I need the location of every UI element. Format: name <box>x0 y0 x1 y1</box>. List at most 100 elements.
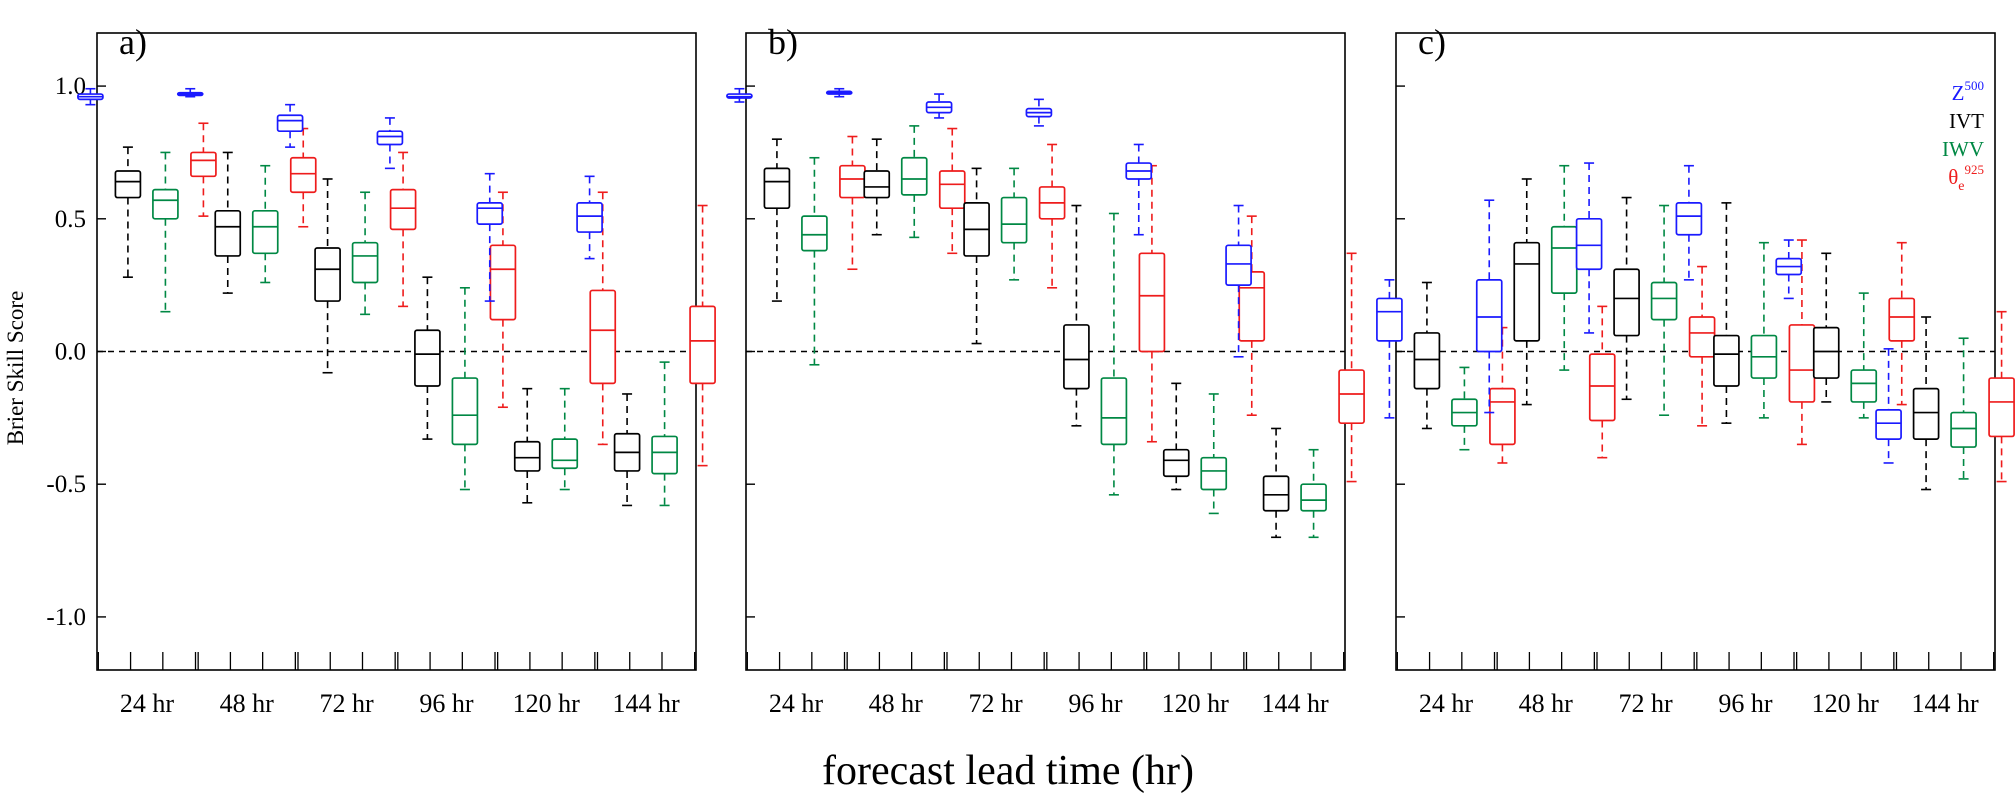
x-tick-label: 24 hr <box>769 689 824 718</box>
x-tick-label: 144 hr <box>1261 689 1329 718</box>
box-iqr <box>1988 377 2015 438</box>
box-iqr <box>389 188 417 231</box>
box-iqr <box>938 170 966 210</box>
box-iqr <box>476 202 504 225</box>
box-2-2-2 <box>863 138 891 236</box>
box-iqr <box>1413 332 1441 390</box>
box-iqr <box>1613 268 1640 337</box>
box-2-4-1 <box>1025 98 1053 127</box>
x-axis-title: forecast lead time (hr) <box>822 748 1194 794</box>
x-tick-label: 48 hr <box>1519 689 1574 718</box>
box-3-1-4 <box>1489 326 1516 464</box>
box-1-4-4 <box>489 191 517 409</box>
box-iqr <box>651 435 678 475</box>
box-1-6-4 <box>689 204 716 467</box>
x-tick-label: 120 hr <box>513 689 581 718</box>
box-3-5-4 <box>1888 241 1916 406</box>
box-2-1-2 <box>763 138 791 302</box>
box-iqr <box>114 170 142 199</box>
x-tick-label: 72 hr <box>319 689 374 718</box>
box-2-3-2 <box>963 167 990 345</box>
box-iqr <box>1063 324 1090 390</box>
box-iqr <box>1588 353 1616 422</box>
box-1-4-3 <box>451 286 479 491</box>
box-3-2-3 <box>1550 164 1578 371</box>
box-1-4-2 <box>414 276 441 440</box>
box-iqr <box>1000 196 1028 244</box>
panel-label: b) <box>768 22 798 62</box>
box-2-4-2 <box>1063 204 1090 427</box>
box-2-1-4 <box>839 135 866 271</box>
legend-entry: θe925 <box>1948 162 1984 194</box>
x-tick-label: 120 hr <box>1812 689 1880 718</box>
box-iqr <box>839 164 866 199</box>
box-1-4-1 <box>376 117 404 170</box>
box-iqr <box>376 130 404 146</box>
panel-label: a) <box>119 22 147 62</box>
box-iqr <box>1713 334 1740 387</box>
box-1-1-1 <box>77 87 104 106</box>
box-iqr <box>1850 369 1878 403</box>
box-3-6-2 <box>1912 316 1940 491</box>
y-axis-title: Brier Skill Score <box>3 291 28 446</box>
box-3-4-2 <box>1713 202 1740 424</box>
box-iqr <box>1513 241 1541 342</box>
box-1-5-3 <box>551 387 579 491</box>
box-iqr <box>1888 297 1916 342</box>
panels-group: 1.00.50.0-0.5-1.0a)24 hr 48 hr 72 hr 96 hr 1… <box>46 22 2015 718</box>
box-1-1-3 <box>152 151 179 313</box>
box-iqr <box>1688 316 1716 358</box>
y-tick-label: -1.0 <box>46 604 86 631</box>
box-3-3-3 <box>1650 204 1678 417</box>
box-iqr <box>1875 409 1902 440</box>
box-2-6-3 <box>1300 448 1327 539</box>
box-2-5-1 <box>1125 143 1153 236</box>
box-3-5-1 <box>1775 239 1803 300</box>
box-3-1-1 <box>1376 279 1403 419</box>
box-2-6-2 <box>1262 427 1290 539</box>
box-iqr <box>513 440 541 472</box>
panel-3: c) 24 hr 48 hr 72 hr 96 hr 120 hr 144 hr <box>1376 22 2015 718</box>
x-tick-label: 24 hr <box>1419 689 1474 718</box>
panel-2: b) 24 hr 48 hr 72 hr 96 hr 120 hr 144 hr <box>726 22 1365 718</box>
box-iqr <box>1200 456 1228 491</box>
box-iqr <box>1950 411 1977 448</box>
box-2-6-4 <box>1338 252 1365 483</box>
box-iqr <box>214 209 242 257</box>
box-2-5-2 <box>1162 382 1190 491</box>
box-iqr <box>1550 225 1578 294</box>
box-1-1-2 <box>114 146 142 278</box>
box-iqr <box>1475 278 1503 353</box>
box-2-3-4 <box>1038 143 1066 289</box>
x-tick-label: 72 hr <box>968 689 1023 718</box>
box-iqr <box>689 305 716 385</box>
box-2-5-3 <box>1200 393 1228 515</box>
box-1-2-2 <box>214 151 242 294</box>
box-3-6-4 <box>1988 310 2015 483</box>
box-3-4-1 <box>1675 164 1703 281</box>
x-tick-label: 48 hr <box>869 689 924 718</box>
box-3-3-1 <box>1575 162 1603 334</box>
box-iqr <box>451 377 479 446</box>
box-2-1-3 <box>801 156 828 366</box>
box-iqr <box>589 289 617 385</box>
box-2-6-1 <box>1225 204 1252 358</box>
box-1-2-3 <box>251 164 279 284</box>
box-1-3-4 <box>389 151 417 308</box>
box-2-4-3 <box>1100 212 1128 496</box>
box-iqr <box>1138 252 1166 353</box>
box-3-2-1 <box>1475 199 1503 414</box>
box-2-5-4 <box>1238 215 1266 417</box>
x-tick-label: 72 hr <box>1618 689 1673 718</box>
box-iqr <box>489 244 517 321</box>
box-3-3-2 <box>1613 196 1640 401</box>
box-iqr <box>551 438 579 470</box>
box-iqr <box>1788 324 1816 403</box>
box-3-4-3 <box>1750 241 1778 419</box>
legend-entry: IWV <box>1942 137 1984 161</box>
y-tick-label: 0.0 <box>55 339 86 366</box>
box-1-5-2 <box>513 387 541 504</box>
